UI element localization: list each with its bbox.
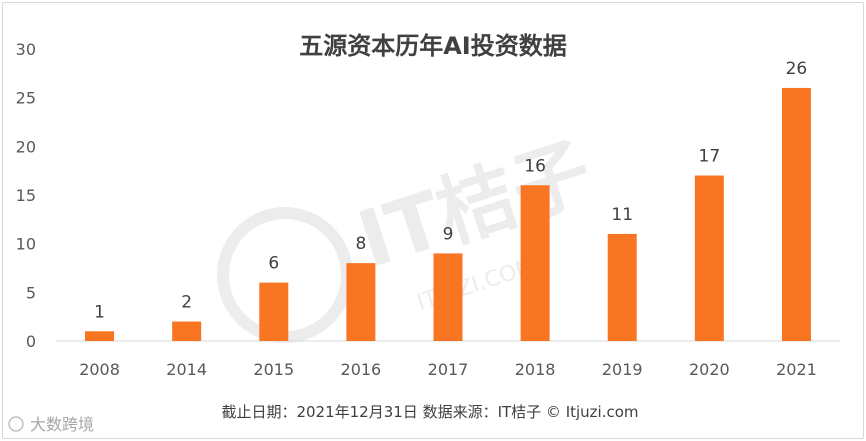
bar-2016: [346, 263, 376, 341]
data-label-2015: 6: [268, 254, 279, 274]
y-tick-label: 25: [16, 89, 36, 108]
x-tick-label: 2016: [341, 360, 382, 379]
data-label-2008: 1: [94, 302, 105, 322]
chart-title: 五源资本历年AI投资数据: [299, 32, 567, 60]
x-tick-label: 2014: [166, 360, 207, 379]
x-tick-label: 2019: [602, 360, 643, 379]
watermark-text: IT桔子: [348, 127, 602, 286]
y-tick-label: 20: [16, 137, 36, 156]
x-tick-label: 2020: [689, 360, 730, 379]
x-tick-label: 2021: [776, 360, 817, 379]
footer-logo-text: 大数跨境: [30, 415, 94, 434]
x-axis-ticks: 2008 2014 2015 2016 2017 2018 2019 2020 2021: [79, 360, 817, 379]
data-label-2019: 11: [611, 205, 633, 225]
bar-2017: [433, 253, 463, 341]
source-note: 截止日期：2021年12月31日 数据来源：IT桔子 © Itjuzi.com: [221, 403, 638, 421]
y-tick-label: 0: [26, 332, 36, 351]
y-tick-label: 30: [16, 40, 36, 59]
data-label-2017: 9: [443, 224, 454, 244]
x-tick-label: 2017: [428, 360, 469, 379]
bar-2014: [172, 321, 202, 341]
bar-2018: [520, 185, 550, 341]
data-label-2021: 26: [786, 59, 808, 79]
footer-logo: 大数跨境: [8, 415, 94, 434]
data-label-2014: 2: [181, 293, 192, 313]
data-label-2018: 16: [524, 156, 546, 176]
data-label-2020: 17: [699, 147, 721, 167]
y-tick-label: 5: [26, 283, 36, 302]
bar-2015: [259, 282, 289, 341]
footer-logo-icon: [8, 416, 24, 432]
bar-2008: [85, 331, 115, 341]
bar-2019: [607, 233, 637, 341]
data-label-2016: 8: [355, 234, 366, 254]
bar-2020: [694, 175, 724, 341]
y-tick-label: 15: [16, 186, 36, 205]
bars: [85, 87, 811, 341]
y-axis-ticks: 0 5 10 15 20 25 30: [16, 40, 36, 351]
x-tick-label: 2015: [253, 360, 294, 379]
x-tick-label: 2008: [79, 360, 120, 379]
x-tick-label: 2018: [515, 360, 556, 379]
y-tick-label: 10: [16, 235, 36, 254]
bar-2021: [781, 87, 811, 341]
